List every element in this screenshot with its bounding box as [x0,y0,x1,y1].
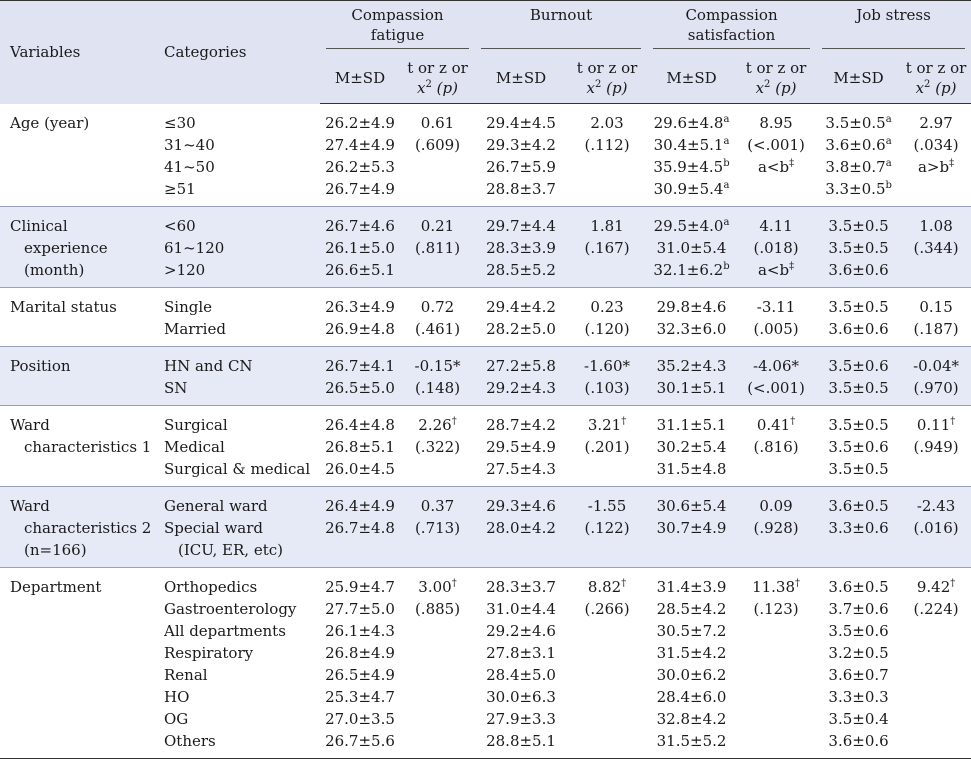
header-group-burnout: Burnout [475,1,647,54]
cell-stat-cf: 0.37 (.713) [400,486,476,568]
header-categories: Categories [164,43,247,62]
cell-msd-js: 3.6±0.5 3.3±0.6 [816,486,902,568]
row-categories: ≤30 31~40 41~50 ≥51 [164,113,215,198]
cell-stat-cs: -3.11 (.005) [736,287,817,347]
subheader-stat-job-stress: t or z or x2 (p) [901,53,971,104]
cell-msd-cs: 29.6±4.8a 30.4±5.1a 35.9±4.5b 30.9±5.4a [653,114,730,198]
cell-stat-js: 0.11† (.949) [901,405,971,487]
cell-msd-cf: 26.7±4.6 26.1±5.0 26.6±5.1 [320,206,400,288]
cell-stat-js: 2.97 (.034) a>b‡ [913,114,959,176]
cell-msd-bo: 29.3±4.6 28.0±4.2 [475,486,568,568]
cell-msd-cs: 31.4±3.9 28.5±4.2 30.5±7.2 31.5±4.2 30.0±6.2… [647,567,737,759]
cell-stat-bo: -1.55 (.122) [567,486,648,568]
cell-stat-cf: 0.21 (.811) [400,206,476,288]
cell-stat-js: -0.04* (.970) [901,346,971,406]
cell-stat-bo: 3.21† (.201) [567,405,648,487]
cell-msd-bo: 27.2±5.8 29.2±4.3 [475,346,568,406]
subheader-msd-job-stress: M±SD [816,53,902,104]
cell-stat-cf: -0.15* (.148) [400,346,476,406]
cell-msd-bo: 29.7±4.4 28.3±3.9 28.5±5.2 [475,206,568,288]
table-row: Ward characteristics 1 Surgical Medical Surg… [0,405,971,487]
row-variable: Age (year) [10,113,90,132]
table-row: Department Orthopedics Gastroenterology All… [0,567,971,759]
cell-msd-cf: 25.9±4.7 27.7±5.0 26.1±4.3 26.8±4.9 26.5±4.9… [320,567,400,759]
cell-stat-cs: 0.41† (.816) [736,405,817,487]
cell-stat-cf: 3.00† (.885) [400,567,476,759]
header-group-compassion-fatigue: Compassion fatigue [320,1,475,54]
table-row: Marital status Single Married 26.3±4.9 26.9±… [0,287,971,347]
cell-stat-cs: 4.11 (.018) a<b‡ [736,206,817,288]
cell-msd-bo: 29.4±4.2 28.2±5.0 [475,287,568,347]
cell-stat-bo: 0.23 (.120) [567,287,648,347]
cell-msd-js: 3.5±0.5 3.5±0.6 3.5±0.5 [816,405,902,487]
header-group-compassion-satisfaction: Compassion satisfaction [647,1,816,54]
cell-msd-js: 3.5±0.5 3.6±0.6 [816,287,902,347]
cell-msd-bo: 28.7±4.2 29.5±4.9 27.5±4.3 [475,405,568,487]
subheader-msd-compassion-satisfaction: M±SD [647,53,737,104]
subheader-msd-compassion-fatigue: M±SD [320,53,400,104]
table-row: Ward characteristics 2 (n=166) General ward… [0,486,971,568]
cell-msd-cf: 26.4±4.9 26.7±4.8 [320,486,400,568]
cell-msd-cs: 29.5±4.0a 31.0±5.4 32.1±6.2b [647,206,737,288]
cell-stat-cs: 0.09 (.928) [736,486,817,568]
cell-stat-cs: 8.95 (<.001) a<b‡ [747,114,805,176]
cell-stat-cf: 0.61 (.609) [414,114,461,154]
cell-stat-cs: -4.06* (<.001) [736,346,817,406]
subheader-stat-compassion-fatigue: t or z or x2 (p) [400,53,476,104]
row-categories: Orthopedics Gastroenterology All departmen… [158,567,320,759]
cell-msd-js: 3.5±0.5a 3.6±0.6a 3.8±0.7a 3.3±0.5b [825,114,892,198]
cell-msd-cf: 26.4±4.8 26.8±5.1 26.0±4.5 [320,405,400,487]
cell-stat-bo: -1.60* (.103) [567,346,648,406]
cell-stat-bo: 1.81 (.167) [567,206,648,288]
table-body: Age (year) ≤30 31~40 41~50 ≥51 26.2±4.9 27.4±4… [0,104,971,759]
table-row: Position HN and CN SN 26.7±4.1 26.5±5.0 -0.15… [0,346,971,406]
row-variable: Position [0,346,158,406]
cell-msd-bo: 28.3±3.7 31.0±4.4 29.2±4.6 27.8±3.1 28.4±5.0… [475,567,568,759]
cell-msd-cf: 26.2±4.9 27.4±4.9 26.2±5.3 26.7±4.9 [325,114,395,198]
row-variable: Department [0,567,158,759]
cell-msd-js: 3.5±0.5 3.5±0.5 3.6±0.6 [816,206,902,288]
cell-stat-cf: 2.26† (.322) [400,405,476,487]
row-categories: <60 61~120 >120 [158,206,320,288]
cell-stat-bo: 8.82† (.266) [567,567,648,759]
cell-msd-cs: 35.2±4.3 30.1±5.1 [647,346,737,406]
cell-msd-cs: 29.8±4.6 32.3±6.0 [647,287,737,347]
header-variables: Variables [10,43,81,62]
cell-msd-bo: 29.4±4.5 29.3±4.2 26.7±5.9 28.8±3.7 [486,114,556,198]
table-header: Variables Categories Compassion fatigue B… [0,0,971,104]
row-categories: Single Married [158,287,320,347]
cell-stat-cf: 0.72 (.461) [400,287,476,347]
subheader-stat-burnout: t or z or x2 (p) [567,53,648,104]
cell-msd-cs: 31.1±5.1 30.2±5.4 31.5±4.8 [647,405,737,487]
cell-msd-js: 3.5±0.6 3.5±0.5 [816,346,902,406]
cell-stat-js: 9.42† (.224) [901,567,971,759]
cell-msd-cf: 26.3±4.9 26.9±4.8 [320,287,400,347]
cell-stat-cs: 11.38† (.123) [736,567,817,759]
row-categories: HN and CN SN [158,346,320,406]
subheader-stat-compassion-satisfaction: t or z or x2 (p) [736,53,817,104]
cell-stat-js: 1.08 (.344) [901,206,971,288]
row-variable: Ward characteristics 2 (n=166) [0,486,158,568]
cell-msd-cf: 26.7±4.1 26.5±5.0 [320,346,400,406]
cell-stat-bo: 2.03 (.112) [584,114,630,154]
row-categories: Surgical Medical Surgical & medical [158,405,320,487]
header-group-job-stress: Job stress [816,1,971,54]
row-variable: Clinical experience (month) [0,206,158,288]
table-row: Age (year) ≤30 31~40 41~50 ≥51 26.2±4.9 27.4±4… [0,104,971,207]
subheader-row: M±SD t or z or x2 (p) M±SD t or z or x2 (p) M±… [0,53,971,104]
cell-stat-js: 0.15 (.187) [901,287,971,347]
cell-stat-js: -2.43 (.016) [901,486,971,568]
subheader-msd-burnout: M±SD [475,53,568,104]
row-variable: Ward characteristics 1 [0,405,158,487]
cell-msd-cs: 30.6±5.4 30.7±4.9 [647,486,737,568]
table-row: Clinical experience (month) <60 61~120 >120 26… [0,206,971,288]
row-variable: Marital status [0,287,158,347]
cell-msd-js: 3.6±0.5 3.7±0.6 3.5±0.6 3.2±0.5 3.6±0.7 3.3±0… [816,567,902,759]
row-categories: General ward Special ward (ICU, ER, etc) [158,486,320,568]
